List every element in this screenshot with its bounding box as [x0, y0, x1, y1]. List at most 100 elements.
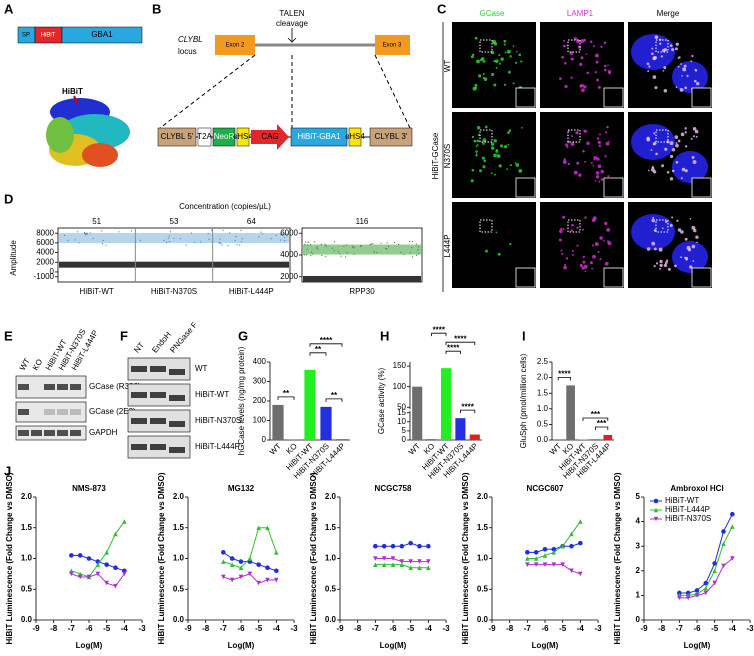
x-axis-label: Log(M)	[380, 641, 407, 650]
micrograph-spot	[684, 127, 687, 130]
micrograph-spot	[473, 139, 477, 143]
bar	[272, 404, 284, 440]
panel-label: A	[4, 1, 14, 16]
micrograph-spot	[674, 135, 679, 139]
data-point	[122, 519, 127, 524]
chart-title: MG132	[228, 484, 255, 493]
x-tick-label: -6	[541, 624, 549, 633]
micrograph-spot	[651, 47, 654, 50]
droplet	[67, 239, 69, 241]
droplet	[339, 253, 341, 255]
micrograph-spot	[593, 158, 596, 161]
micrograph-spot	[590, 161, 593, 165]
bar	[288, 439, 300, 440]
x-tick-label: -4	[425, 624, 433, 633]
significance-bracket	[445, 350, 461, 355]
bar	[469, 434, 480, 440]
data-point	[560, 562, 565, 567]
droplet	[139, 239, 142, 241]
y-tick-label: 0.5	[537, 420, 549, 429]
micrograph-spot	[662, 48, 665, 52]
structure-label: HiBiT	[62, 87, 83, 96]
micrograph-spot	[494, 59, 499, 63]
micrograph-spot	[493, 42, 498, 46]
legend-marker	[653, 516, 659, 522]
data-point	[721, 529, 726, 534]
micrograph-spot	[579, 84, 583, 88]
y-tick-label: 0	[402, 435, 407, 444]
droplet	[84, 232, 86, 234]
x-tick-label: -3	[290, 624, 298, 633]
band	[150, 418, 166, 424]
micrograph-spot	[651, 52, 654, 56]
inset	[515, 87, 536, 108]
droplet	[386, 242, 388, 244]
micrograph-spot	[483, 159, 487, 163]
micrograph-spot	[576, 226, 579, 229]
data-point	[69, 553, 74, 558]
droplet	[220, 242, 222, 244]
sample-label: RPP30	[349, 287, 375, 296]
micrograph-spot	[475, 145, 478, 148]
micrograph-spot	[570, 142, 575, 147]
chart-title: Ambroxol HCl	[670, 484, 723, 493]
micrograph-spot	[594, 180, 597, 182]
micrograph-spot	[515, 163, 520, 167]
y-tick-label: 8000	[36, 228, 54, 237]
data-point	[390, 543, 396, 549]
droplet	[222, 229, 224, 231]
micrograph-spot	[578, 173, 582, 177]
micrograph-spot	[500, 57, 504, 61]
y-tick-label: 0.5	[325, 584, 337, 593]
y-axis-label: GluSph (pmol/million cells)	[519, 353, 528, 448]
data-point	[730, 524, 735, 529]
droplet	[417, 249, 419, 251]
micrograph-spot	[493, 139, 497, 143]
bar	[440, 368, 452, 440]
panel-label: J	[4, 463, 11, 478]
data-point	[533, 550, 539, 555]
droplet	[92, 237, 94, 240]
droplet	[118, 231, 120, 233]
droplet	[208, 238, 210, 240]
roi-box	[479, 39, 493, 53]
micrograph-spot	[503, 144, 508, 149]
micrograph-spot	[675, 143, 679, 148]
micrograph-spot	[470, 179, 474, 183]
sample-label: HiBiT-N370S	[151, 287, 197, 296]
micrograph-spot	[589, 40, 593, 44]
y-tick-label: 0.0	[325, 615, 337, 624]
bar	[412, 386, 423, 440]
micrograph-spot	[607, 241, 612, 246]
exon	[215, 35, 255, 55]
micrograph-spot	[677, 139, 681, 143]
micrograph-spot	[658, 247, 663, 252]
x-tick-label: -6	[693, 624, 701, 633]
micrograph-spot	[692, 260, 695, 262]
band	[169, 369, 185, 375]
construct-label: cHS4	[233, 132, 253, 141]
micrograph-spot	[675, 42, 679, 46]
micrograph-spot	[571, 223, 574, 227]
roi-box	[655, 219, 669, 233]
micrograph-spot	[597, 85, 601, 89]
micrograph-spot	[596, 78, 599, 82]
significance-label: ****	[558, 370, 571, 379]
band	[150, 444, 166, 450]
data-point	[113, 531, 118, 537]
droplet	[305, 241, 307, 243]
droplet	[333, 241, 335, 243]
data-point	[95, 562, 101, 567]
nucleus	[631, 214, 675, 250]
micrograph-spot	[495, 231, 498, 234]
droplet	[179, 237, 181, 239]
x-tick-label: -8	[658, 624, 666, 633]
droplet	[185, 244, 187, 246]
y-tick-label: 1.0	[477, 554, 489, 563]
concentration: 64	[247, 217, 256, 226]
y-tick-label: 10	[397, 417, 406, 426]
y-axis-label: hGCase levels (ng/mg protein)	[237, 346, 246, 455]
data-point	[426, 559, 431, 564]
micrograph-spot	[515, 61, 518, 64]
droplet	[321, 254, 323, 257]
